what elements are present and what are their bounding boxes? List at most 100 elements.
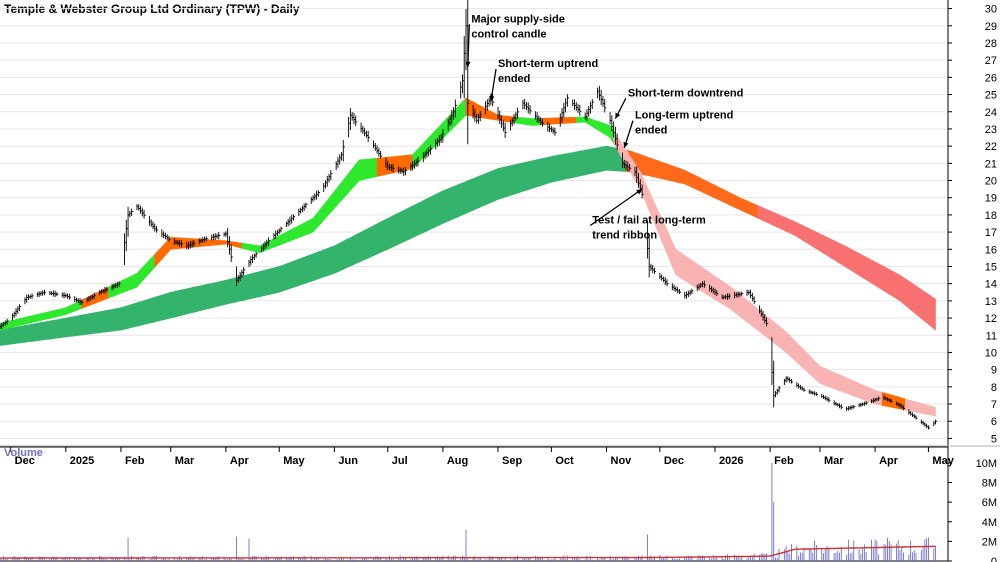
price-bar [517,107,520,120]
volume-tick-label: 0 [991,556,997,562]
price-bar [56,292,59,297]
price-bar [641,184,644,199]
price-bar [355,115,358,126]
volume-tick-label: 8M [982,478,997,490]
price-bar [180,240,184,248]
price-bar [927,425,931,430]
price-bar [778,386,781,393]
long-ribbon-segment [757,205,936,331]
price-tick-label: 24 [985,107,997,119]
price-tick-label: 25 [985,90,997,102]
price-bar [935,419,938,425]
price-bar [392,163,395,173]
price-tick-label: 28 [985,38,997,50]
price-bar [616,133,619,151]
price-bar [691,288,694,295]
price-bar [342,140,345,162]
price-bar [131,208,134,217]
price-bar [492,94,495,107]
volume-label: Volume [4,447,43,459]
price-bar [666,279,669,287]
long-term-ribbon [0,145,936,346]
price-bar [853,405,856,409]
price-bar [6,318,9,325]
price-bar [93,292,96,300]
price-bar [156,225,159,233]
date-axis: Dec 2025 Feb Mar Apr May Jun Jul Aug Sep Oct Nov Dec… [10,447,955,467]
date-tick-label: Feb [125,455,145,467]
annotation: Long-term uptrend ended [623,110,733,149]
price-bar [629,164,632,172]
date-tick-label: Jul [392,455,408,467]
price-bar [330,170,333,181]
date-tick-label: Dec [664,455,684,467]
price-tick-label: 16 [985,244,997,256]
annotation-arrow-line [589,188,643,227]
annotation-text: ended [498,73,530,85]
price-bar [791,378,794,384]
price-bar [230,244,233,262]
price-tick-label: 12 [985,313,997,325]
date-tick-label: Oct [555,455,574,467]
price-bar [118,281,121,287]
volume-bars [0,462,936,561]
volume-moving-average [0,545,936,559]
price-bar [68,294,71,300]
price-axis: 5 6 7 8 9 10 11 12 13 14 15 16 17 18 19 20 21 22 23 24 25 26 2… [948,4,997,445]
price-bar [828,397,831,403]
price-bar [915,415,918,420]
volume-tick-label: 10M [976,458,997,470]
price-tick-label: 23 [985,124,997,136]
price-bar [193,240,196,247]
date-tick-label: Aug [447,455,468,467]
price-bar [243,267,246,276]
price-bar [878,396,881,401]
volume-axis: 0 2M 4M 6M 8M 10M [948,458,997,562]
price-tick-label: 19 [985,193,997,205]
annotation-arrow-head [615,112,621,119]
price-tick-label: 17 [985,227,997,239]
short-term-ribbon [0,97,936,417]
price-bar [703,280,706,288]
price-bars [0,0,938,430]
annotation-arrow-head [636,189,643,195]
price-bar [766,317,769,327]
price-tick-label: 7 [991,399,997,411]
date-tick-label: Feb [774,455,794,467]
price-tick-label: 29 [985,21,997,33]
price-bar [367,130,370,142]
volume-tick-label: 4M [982,517,997,529]
date-tick-label: May [283,455,305,467]
annotation-text: ended [635,125,667,137]
price-bar [753,296,756,304]
price-bar [566,94,569,107]
annotation: Short-term uptrend ended [489,58,598,102]
price-bar [81,299,84,305]
annotation-arrow-line [467,24,470,68]
annotation-arrow-head [623,141,629,148]
price-bar [31,293,34,299]
price-bar [317,190,320,197]
price-tick-label: 15 [985,261,997,273]
price-bar [604,98,607,113]
price-tick-label: 9 [991,365,997,377]
date-tick-label: May [932,455,954,467]
price-bar [529,105,532,115]
date-tick-label: Apr [230,455,250,467]
price-bar [205,236,208,242]
date-tick-label: Jun [338,455,358,467]
volume-tick-label: 6M [982,497,997,509]
price-tick-label: 18 [985,210,997,222]
date-tick-label: 2025 [70,455,94,467]
annotation: Short-term downtrend [614,87,743,119]
price-tick-label: 10 [985,347,997,359]
annotation-text: Major supply-side [471,13,565,25]
price-bar [293,214,296,221]
price-bar [417,156,420,167]
price-tick-label: 30 [985,4,997,16]
price-bar [504,122,507,138]
price-bar [380,150,383,159]
price-bar [168,235,171,242]
annotation-text: Long-term uptrend [635,110,733,122]
